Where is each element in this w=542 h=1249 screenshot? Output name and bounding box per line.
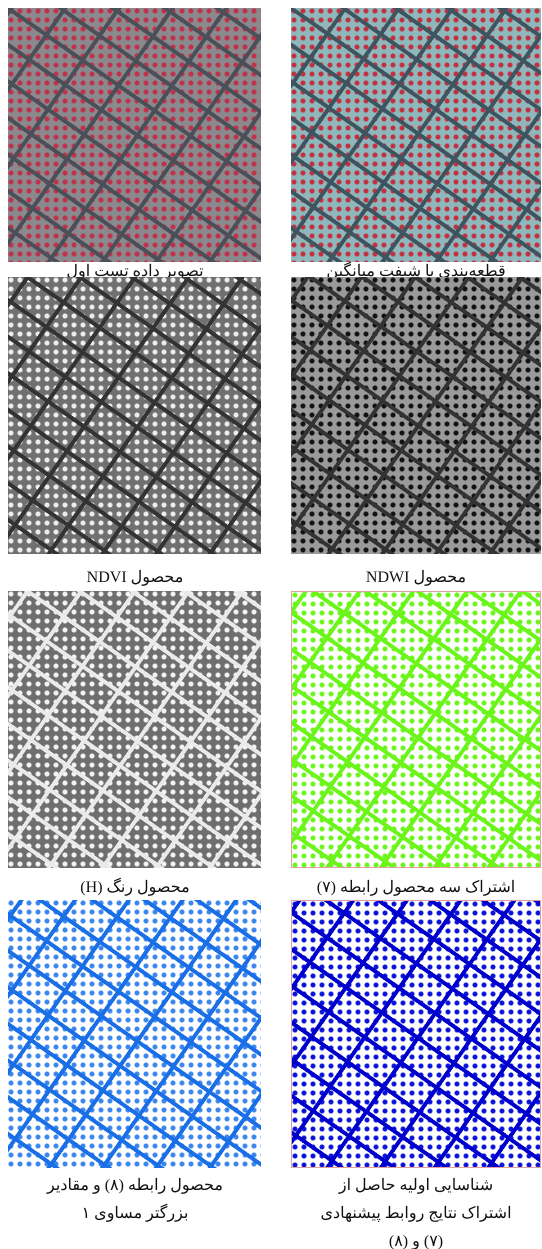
caption: محصول رنگ (H) <box>0 874 270 902</box>
caption-line: بزرگتر مساوی ۱ <box>0 1200 270 1228</box>
caption-line: محصول رنگ (H) <box>0 874 270 902</box>
image-panel <box>8 900 261 1168</box>
caption-line: اشتراک سه محصول رابطه (۷) <box>281 874 542 902</box>
caption-line: محصول NDWI <box>281 564 542 592</box>
figure-page: قطعه‌بندی با شیفت میانگین تصویر داده تست… <box>0 0 542 1249</box>
caption: محصول رابطه (۸) و مقادیر بزرگتر مساوی ۱ <box>0 1172 270 1228</box>
caption-line: محصول رابطه (۸) و مقادیر <box>0 1172 270 1200</box>
image-panel <box>291 900 541 1168</box>
caption: محصول NDVI <box>0 564 270 592</box>
image-panel <box>291 8 541 262</box>
caption-line: (۷) و (۸) <box>281 1228 542 1249</box>
image-panel <box>8 277 261 554</box>
image-panel <box>8 591 261 868</box>
caption-line: شناسایی اولیه حاصل از <box>281 1172 542 1200</box>
image-panel <box>291 591 541 868</box>
caption: اشتراک سه محصول رابطه (۷) <box>281 874 542 902</box>
image-panel <box>291 277 541 554</box>
caption-line: محصول NDVI <box>0 564 270 592</box>
caption: شناسایی اولیه حاصل از اشتراک نتایج روابط… <box>281 1172 542 1249</box>
image-panel <box>8 8 261 262</box>
caption: محصول NDWI <box>281 564 542 592</box>
caption-line: اشتراک نتایج روابط پیشنهادی <box>281 1200 542 1228</box>
